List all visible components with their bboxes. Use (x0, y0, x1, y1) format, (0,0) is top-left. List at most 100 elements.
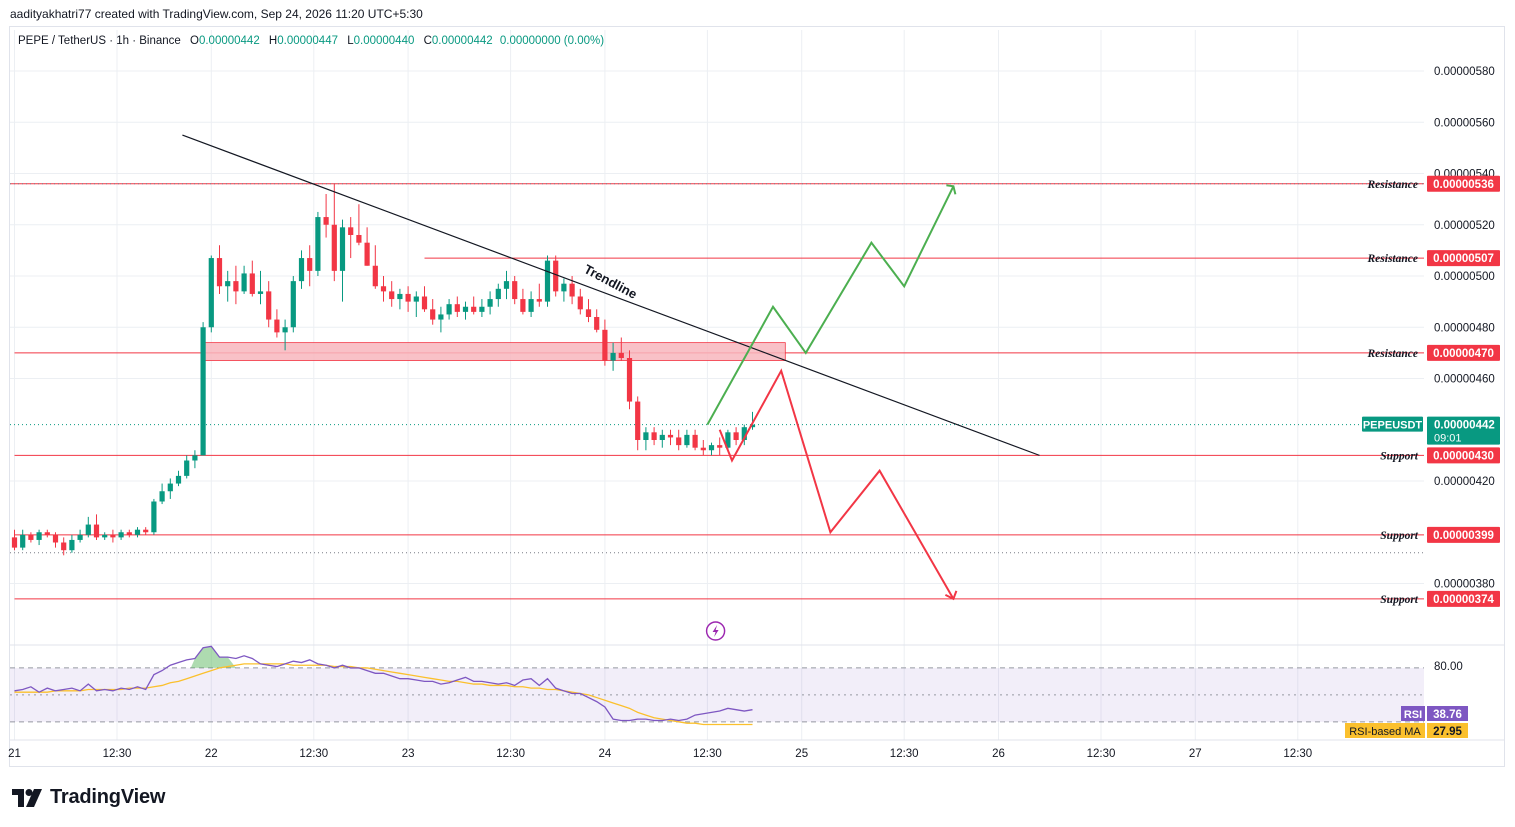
bullish-projection-path (706, 185, 955, 426)
time-tick-label: 21 (8, 748, 21, 760)
projection-paths (706, 184, 958, 601)
time-tick-label: 12:30 (103, 748, 132, 760)
level-price-badge (1427, 590, 1500, 607)
candle-body (708, 445, 715, 451)
level-label: Resistance (1367, 348, 1418, 360)
time-tick-label: 12:30 (299, 748, 328, 760)
candle-body (454, 304, 460, 312)
symbol-title[interactable]: PEPE / TetherUS · 1h · Binance (18, 35, 181, 47)
candle-body (290, 281, 296, 328)
level-price-text: 0.00000430 (1433, 450, 1494, 462)
rsi-name: RSI (1404, 709, 1422, 721)
rsi-tick-label: 80.00 (1434, 661, 1463, 673)
bullish-arrowhead (946, 184, 957, 195)
current-price-text: 0.00000442 (1434, 420, 1495, 432)
time-tick-label: 26 (992, 748, 1005, 760)
candle-body (331, 224, 337, 271)
candle-body (700, 447, 706, 451)
candle-body (438, 314, 444, 320)
bearish-projection-path (718, 368, 955, 600)
candle-body (397, 293, 403, 300)
candle-body (462, 306, 469, 312)
grid-lines (10, 30, 1504, 741)
price-tick-label: 0.00000480 (1434, 322, 1495, 334)
candle-body (118, 532, 124, 538)
candle-body (684, 434, 690, 446)
candle-body (536, 299, 542, 302)
candle-body (717, 445, 723, 448)
level-price-text: 0.00000399 (1433, 530, 1494, 542)
candle-body (356, 235, 362, 243)
candle-body (36, 532, 42, 540)
candle-body (643, 432, 649, 440)
candle-body (266, 291, 272, 320)
time-tick-label: 12:30 (693, 748, 722, 760)
time-tick-label: 12:30 (890, 748, 919, 760)
candle-body (249, 273, 255, 294)
candle-body (257, 291, 264, 294)
rsi-overbought-fill (190, 646, 236, 668)
price-tick-label: 0.00000580 (1434, 66, 1495, 78)
time-tick-label: 22 (205, 748, 218, 760)
brand-logo[interactable]: TradingView (12, 786, 165, 809)
candle-body (364, 242, 370, 266)
price-tick-label: 0.00000560 (1434, 117, 1495, 129)
time-tick-label: 27 (1189, 748, 1202, 760)
level-price-text: 0.00000470 (1433, 348, 1494, 360)
time-axis: 21 12:30 22 12:30 23 12:30 24 12:30 25 12:30 26 12:… (8, 748, 1312, 760)
candle-body (380, 286, 387, 292)
candle-body (585, 309, 592, 317)
close-value: 0.00000442 (431, 35, 493, 47)
candle-body (495, 288, 501, 300)
candle-body (61, 542, 67, 551)
level-price-text: 0.00000507 (1433, 253, 1494, 265)
ohlc-legend: PEPE / TetherUS · 1h · Binance O0.000004… (18, 35, 604, 47)
symbol-badge-text: PEPEUSDT (1363, 420, 1423, 432)
candle-body (282, 327, 288, 333)
price-tick-label: 0.00000460 (1434, 374, 1495, 386)
high-label: H (268, 35, 278, 47)
price-tick-label: 0.00000500 (1434, 271, 1495, 283)
bearish-arrowhead (944, 590, 958, 601)
candle-body (553, 260, 559, 292)
candles (11, 183, 756, 556)
trendline (182, 134, 1040, 456)
candle-body (626, 358, 633, 402)
trendline-layer: Trendline (182, 134, 1040, 456)
candle-body (11, 537, 18, 548)
rsi-ma-name: RSI-based MA (1349, 726, 1421, 738)
candle-body (479, 306, 485, 312)
rsi-line (14, 645, 753, 722)
time-tick-label: 12:30 (1087, 748, 1116, 760)
candle-body (594, 317, 600, 330)
close-label: C (423, 35, 432, 47)
candle-body (134, 529, 141, 535)
level-label: Support (1380, 594, 1419, 606)
candle-body (618, 352, 624, 358)
candle-body (741, 427, 747, 440)
rsi-ma-name-badge (1345, 723, 1425, 738)
candle-body (446, 304, 452, 315)
level-label: Support (1380, 530, 1419, 542)
candle-body (610, 352, 616, 361)
price-axis: 0.000005800.000005600.000005400.00000520… (1434, 66, 1495, 673)
candle-body (315, 217, 321, 271)
candle-body (307, 258, 313, 271)
candle-body (749, 424, 756, 428)
level-label: Support (1380, 450, 1419, 462)
low-label: L (347, 35, 354, 47)
candle-body (102, 534, 108, 538)
lightning-bolt-icon (712, 625, 719, 637)
candle-body (569, 283, 575, 297)
tradingview-logo-icon (12, 788, 42, 807)
candle-body (602, 329, 608, 361)
candle-body (233, 281, 239, 292)
price-tick-label: 0.00000380 (1434, 579, 1495, 591)
candle-body (667, 434, 674, 438)
candle-body (151, 501, 157, 533)
candle-body (28, 534, 34, 540)
candle-body (69, 539, 75, 551)
candle-body (298, 258, 305, 282)
candle-body (216, 258, 223, 287)
